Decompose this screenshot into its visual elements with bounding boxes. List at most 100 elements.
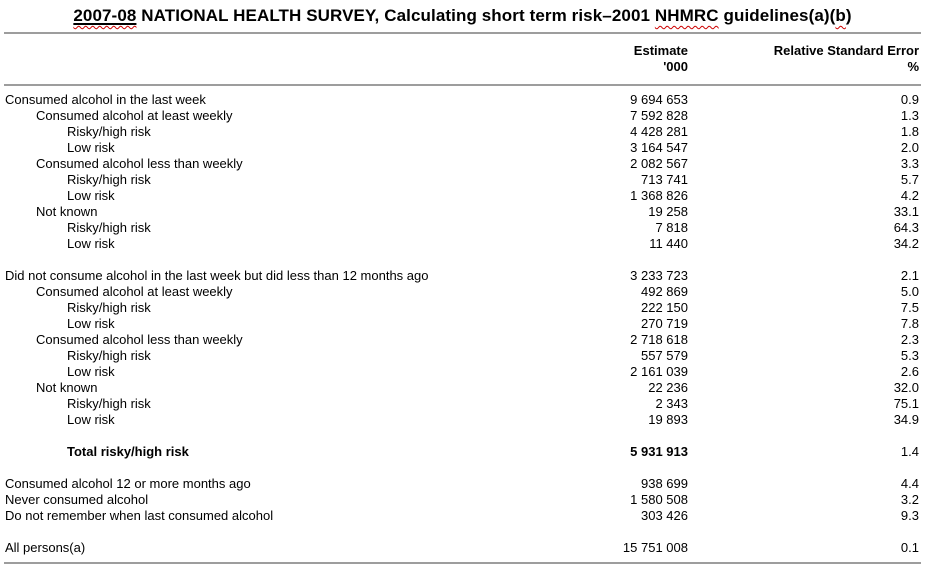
row-spacer bbox=[0, 428, 925, 444]
row-spacer bbox=[0, 252, 925, 268]
row-label: Consumed alcohol 12 or more months ago bbox=[5, 476, 251, 491]
estimate-value: 3 164 547 bbox=[630, 140, 688, 155]
rse-value: 1.8 bbox=[900, 124, 919, 139]
table-row: Risky/high risk 2 343 75.1 bbox=[0, 396, 925, 412]
rule-top bbox=[4, 32, 921, 34]
row-label: Low risk bbox=[67, 140, 115, 155]
rse-value: 4.4 bbox=[900, 476, 919, 491]
row-label: Low risk bbox=[67, 188, 115, 203]
estimate-value: 2 161 039 bbox=[630, 364, 688, 379]
rse-header-unit: % bbox=[907, 59, 919, 74]
row-label: All persons(a) bbox=[5, 540, 86, 555]
estimate-value: 3 233 723 bbox=[630, 268, 688, 283]
title-footnote-b-misspelled: b bbox=[835, 6, 846, 25]
rse-value: 3.3 bbox=[900, 156, 919, 171]
estimate-value: 7 592 828 bbox=[630, 108, 688, 123]
table-row: Consumed alcohol less than weekly 2 082 5… bbox=[0, 156, 925, 172]
table-row: Low risk 270 719 7.8 bbox=[0, 316, 925, 332]
rse-value: 5.0 bbox=[900, 284, 919, 299]
row-label: Consumed alcohol at least weekly bbox=[36, 108, 233, 123]
row-label: Did not consume alcohol in the last week… bbox=[5, 268, 429, 283]
estimate-value: 9 694 653 bbox=[630, 92, 688, 107]
estimate-value: 5 931 913 bbox=[630, 444, 688, 459]
table-row: Risky/high risk 4 428 281 1.8 bbox=[0, 124, 925, 140]
row-label: Risky/high risk bbox=[67, 348, 151, 363]
rse-value: 3.2 bbox=[900, 492, 919, 507]
row-label: Total risky/high risk bbox=[67, 444, 189, 459]
table-row: Do not remember when last consumed alcoh… bbox=[0, 508, 925, 524]
column-header-estimate: Estimate '000 bbox=[528, 43, 688, 75]
rse-value: 2.1 bbox=[900, 268, 919, 283]
estimate-value: 222 150 bbox=[641, 300, 688, 315]
estimate-value: 492 869 bbox=[641, 284, 688, 299]
row-label: Low risk bbox=[67, 316, 115, 331]
row-label: Low risk bbox=[67, 236, 115, 251]
estimate-value: 270 719 bbox=[641, 316, 688, 331]
estimate-value: 1 580 508 bbox=[630, 492, 688, 507]
document-title: 2007-08 NATIONAL HEALTH SURVEY, Calculat… bbox=[0, 4, 925, 28]
row-label: Risky/high risk bbox=[67, 300, 151, 315]
table-row: Not known 22 236 32.0 bbox=[0, 380, 925, 396]
rse-value: 2.3 bbox=[900, 332, 919, 347]
estimate-header-unit: '000 bbox=[663, 59, 688, 74]
table-row: Risky/high risk 713 741 5.7 bbox=[0, 172, 925, 188]
column-header-rse: Relative Standard Error % bbox=[688, 43, 919, 75]
table-row: Did not consume alcohol in the last week… bbox=[0, 268, 925, 284]
title-main-text: NATIONAL HEALTH SURVEY, Calculating shor… bbox=[136, 6, 655, 25]
rse-value: 64.3 bbox=[893, 220, 919, 235]
table-row: Consumed alcohol at least weekly 492 869 5… bbox=[0, 284, 925, 300]
row-label: Risky/high risk bbox=[67, 172, 151, 187]
table-body: Consumed alcohol in the last week 9 694 6… bbox=[0, 92, 925, 556]
table-row: Not known 19 258 33.1 bbox=[0, 204, 925, 220]
row-spacer bbox=[0, 524, 925, 540]
estimate-value: 713 741 bbox=[641, 172, 688, 187]
row-label: Risky/high risk bbox=[67, 220, 151, 235]
rse-value: 34.2 bbox=[893, 236, 919, 251]
row-label: Not known bbox=[36, 204, 98, 219]
estimate-value: 15 751 008 bbox=[622, 540, 688, 555]
row-label: Consumed alcohol less than weekly bbox=[36, 332, 243, 347]
estimate-value: 2 718 618 bbox=[630, 332, 688, 347]
rse-value: 2.6 bbox=[900, 364, 919, 379]
title-year-misspelled: 2007-08 bbox=[73, 6, 137, 25]
title-guidelines-text: guidelines(a)( bbox=[718, 6, 836, 25]
table-row: Low risk 1 368 826 4.2 bbox=[0, 188, 925, 204]
row-label: Consumed alcohol in the last week bbox=[5, 92, 206, 107]
estimate-value: 2 343 bbox=[655, 396, 688, 411]
row-label: Risky/high risk bbox=[67, 124, 151, 139]
table-row: Low risk 3 164 547 2.0 bbox=[0, 140, 925, 156]
table-row: Consumed alcohol in the last week 9 694 6… bbox=[0, 92, 925, 108]
row-label: Do not remember when last consumed alcoh… bbox=[5, 508, 274, 523]
rse-header-line1: Relative Standard Error bbox=[773, 43, 919, 58]
estimate-value: 938 699 bbox=[641, 476, 688, 491]
estimate-value: 1 368 826 bbox=[630, 188, 688, 203]
row-label: Consumed alcohol at least weekly bbox=[36, 284, 233, 299]
table-row: Consumed alcohol 12 or more months ago 93… bbox=[0, 476, 925, 492]
rse-value: 75.1 bbox=[893, 396, 919, 411]
table-row: Risky/high risk 557 579 5.3 bbox=[0, 348, 925, 364]
rule-header bbox=[4, 84, 921, 86]
estimate-value: 19 893 bbox=[648, 412, 688, 427]
row-label: Risky/high risk bbox=[67, 396, 151, 411]
table-row: Total risky/high risk 5 931 913 1.4 bbox=[0, 444, 925, 460]
row-label: Not known bbox=[36, 380, 98, 395]
rse-value: 7.8 bbox=[900, 316, 919, 331]
estimate-value: 2 082 567 bbox=[630, 156, 688, 171]
estimate-value: 4 428 281 bbox=[630, 124, 688, 139]
estimate-value: 303 426 bbox=[641, 508, 688, 523]
row-label: Low risk bbox=[67, 364, 115, 379]
rse-value: 32.0 bbox=[893, 380, 919, 395]
rse-value: 34.9 bbox=[893, 412, 919, 427]
table-row: Low risk 2 161 039 2.6 bbox=[0, 364, 925, 380]
rse-value: 9.3 bbox=[900, 508, 919, 523]
title-nhmrc-misspelled: NHMRC bbox=[654, 6, 719, 25]
table-row: All persons(a) 15 751 008 0.1 bbox=[0, 540, 925, 556]
row-label: Never consumed alcohol bbox=[5, 492, 149, 507]
column-headers: Estimate '000 Relative Standard Error % bbox=[0, 43, 925, 75]
rule-bottom bbox=[4, 562, 921, 564]
table-row: Risky/high risk 7 818 64.3 bbox=[0, 220, 925, 236]
rse-value: 0.1 bbox=[900, 540, 919, 555]
estimate-value: 557 579 bbox=[641, 348, 688, 363]
table-row: Consumed alcohol less than weekly 2 718 6… bbox=[0, 332, 925, 348]
row-spacer bbox=[0, 460, 925, 476]
